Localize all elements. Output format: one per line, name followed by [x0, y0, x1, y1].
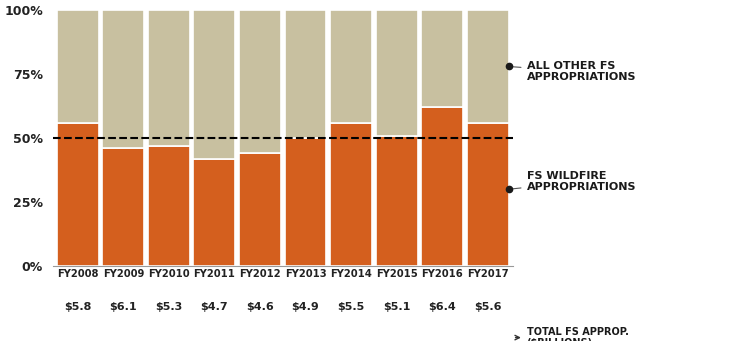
Text: FS WILDFIRE
APPROPRIATIONS: FS WILDFIRE APPROPRIATIONS: [511, 171, 636, 192]
Text: $5.5: $5.5: [338, 302, 365, 312]
Text: $4.7: $4.7: [201, 302, 228, 312]
Bar: [421, 10, 463, 107]
Bar: [467, 123, 509, 266]
Text: $4.9: $4.9: [292, 302, 320, 312]
Bar: [239, 10, 281, 153]
Bar: [103, 148, 144, 266]
Bar: [148, 10, 190, 146]
Bar: [194, 159, 235, 266]
Bar: [57, 123, 99, 266]
Bar: [194, 10, 235, 159]
Bar: [284, 10, 326, 138]
Bar: [284, 138, 326, 266]
Text: $6.1: $6.1: [109, 302, 137, 312]
Bar: [103, 10, 144, 148]
Bar: [57, 10, 99, 123]
Bar: [330, 10, 372, 123]
Bar: [375, 136, 418, 266]
Bar: [375, 10, 418, 136]
Text: $4.6: $4.6: [246, 302, 274, 312]
Text: $5.3: $5.3: [155, 302, 182, 312]
Text: $5.1: $5.1: [383, 302, 410, 312]
Text: TOTAL FS APPROP.
($BILLIONS): TOTAL FS APPROP. ($BILLIONS): [515, 327, 628, 341]
Bar: [239, 153, 281, 266]
Bar: [421, 107, 463, 266]
Text: $6.4: $6.4: [428, 302, 456, 312]
Text: $5.6: $5.6: [474, 302, 501, 312]
Text: ALL OTHER FS
APPROPRIATIONS: ALL OTHER FS APPROPRIATIONS: [511, 61, 636, 83]
Bar: [148, 146, 190, 266]
Bar: [330, 123, 372, 266]
Text: $5.8: $5.8: [64, 302, 91, 312]
Bar: [467, 10, 509, 123]
